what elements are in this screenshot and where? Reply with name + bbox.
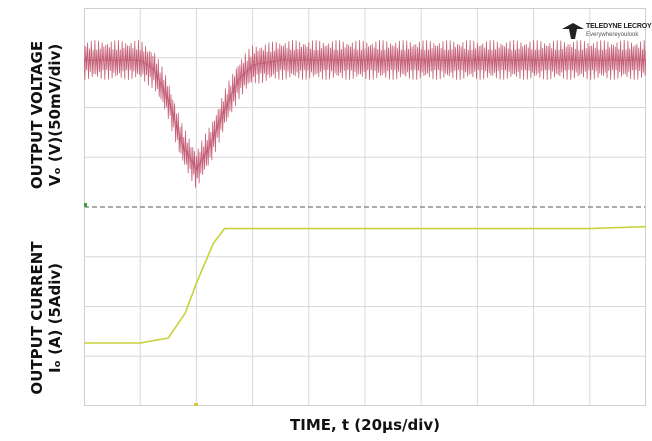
oscilloscope-plot xyxy=(84,8,646,406)
logo-tagline: Everywhereyoulook xyxy=(586,32,639,38)
teledyne-lecroy-logo: TELEDYNE LECROY Everywhereyoulook xyxy=(562,20,652,44)
logo-icon xyxy=(562,23,584,39)
voltage-axis-label-line2: Vₒ (V)(50mV/div) xyxy=(46,43,64,187)
x-axis-label: TIME, t (20µs/div) xyxy=(290,416,440,434)
trigger-marker-left xyxy=(84,203,87,207)
current-axis-label-line1: OUTPUT CURRENT xyxy=(28,241,46,395)
logo-brand: TELEDYNE LECROY xyxy=(586,23,652,30)
voltage-axis-label-line1: OUTPUT VOLTAGE xyxy=(28,40,46,190)
trigger-marker-bottom xyxy=(194,403,198,406)
voltage-trace-mean xyxy=(84,59,646,171)
voltage-axis-label: OUTPUT VOLTAGE Vₒ (V)(50mV/div) xyxy=(28,15,68,215)
current-trace xyxy=(84,225,646,344)
voltage-trace xyxy=(84,40,646,188)
current-axis-label: OUTPUT CURRENT Iₒ (A) (5Adiv) xyxy=(28,218,68,418)
current-axis-label-line2: Iₒ (A) (5Adiv) xyxy=(46,262,64,374)
